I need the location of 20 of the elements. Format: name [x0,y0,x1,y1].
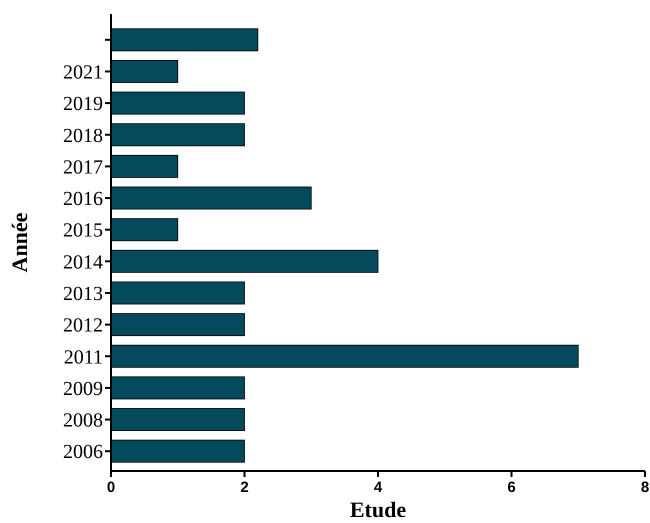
y-tick-label: 2013 [63,282,103,305]
y-tick-label: 2015 [63,220,103,242]
x-tick-label: 0 [106,479,116,496]
y-tick-label: 2016 [63,188,103,210]
y-tick-label: 2006 [63,441,103,464]
y-tick-label: 2009 [63,378,103,400]
x-axis-title: Etude [350,497,406,522]
x-tick-label: 4 [374,479,383,496]
y-tick-label: 2021 [63,61,103,84]
y-tick-label: 2012 [63,314,103,337]
y-tick-label: 2019 [63,93,103,116]
y-tick-label: 2011 [64,346,103,368]
y-tick-label: 2017 [63,156,103,178]
y-tick-label: 2014 [63,251,103,274]
x-tick-label: 8 [640,479,650,496]
y-axis-title: Année [7,212,32,272]
y-tick-label: 2018 [63,124,103,147]
y-tick-label: 2008 [63,410,103,432]
x-tick-label: 2 [240,479,249,496]
x-tick-label: 6 [507,479,516,496]
